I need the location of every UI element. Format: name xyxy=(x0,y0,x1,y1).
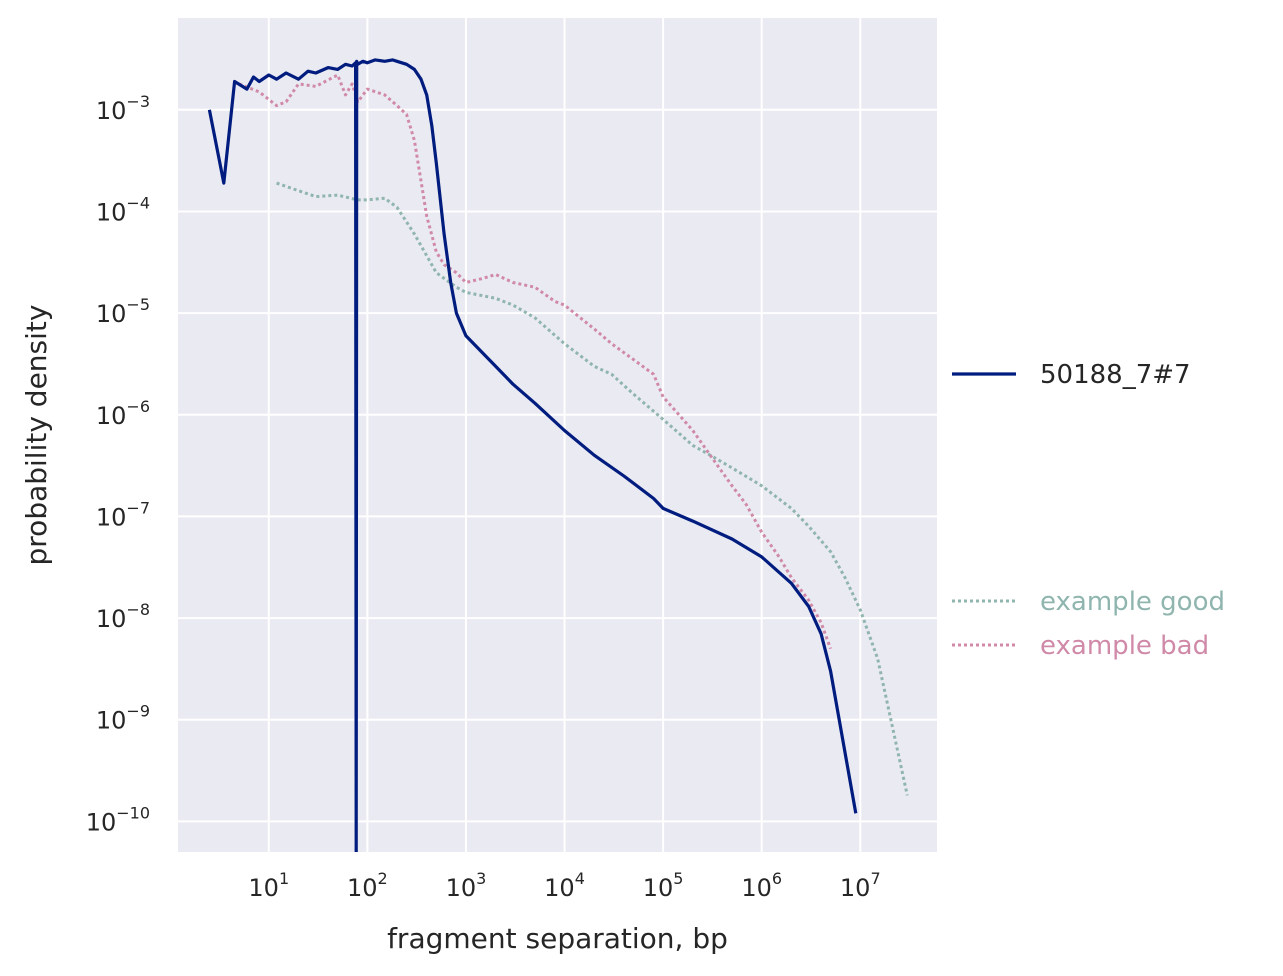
y-tick-label: 10−5 xyxy=(96,295,150,328)
x-tick-base: 10 xyxy=(446,874,477,902)
x-tick-exponent: 6 xyxy=(772,869,782,888)
x-tick-exponent: 4 xyxy=(575,869,585,888)
grid xyxy=(178,18,937,852)
y-tick-label: 10−8 xyxy=(96,600,150,633)
y-tick-exponent: −3 xyxy=(126,92,150,111)
y-tick-exponent: −8 xyxy=(126,600,150,619)
x-tick-label: 104 xyxy=(544,869,585,902)
y-tick-exponent: −10 xyxy=(116,803,150,822)
y-tick-base: 10 xyxy=(96,198,127,226)
x-tick-exponent: 7 xyxy=(870,869,880,888)
x-tick-base: 10 xyxy=(347,874,378,902)
x-tick-base: 10 xyxy=(643,874,674,902)
plot-area xyxy=(178,18,937,852)
y-tick-label: 10−10 xyxy=(86,803,150,836)
x-tick-label: 107 xyxy=(840,869,881,902)
y-tick-exponent: −4 xyxy=(126,193,150,212)
x-tick-label: 103 xyxy=(446,869,487,902)
y-tick-exponent: −9 xyxy=(126,702,150,721)
x-tick-base: 10 xyxy=(741,874,772,902)
series-line-50188-7-7 xyxy=(207,58,858,852)
x-axis-label: fragment separation, bp xyxy=(387,922,728,955)
y-axis-label: probability density xyxy=(20,305,53,566)
y-tick-base: 10 xyxy=(96,300,127,328)
y-tick-label: 10−4 xyxy=(96,193,150,226)
y-tick-base: 10 xyxy=(96,402,127,430)
x-tick-label: 101 xyxy=(248,869,289,902)
y-tick-exponent: −5 xyxy=(126,295,150,314)
y-tick-base: 10 xyxy=(86,808,117,836)
y-tick-base: 10 xyxy=(96,503,127,531)
legend-label-example: example good xyxy=(1040,587,1225,617)
x-tick-label: 102 xyxy=(347,869,388,902)
x-tick-exponent: 5 xyxy=(673,869,683,888)
y-tick-label: 10−6 xyxy=(96,397,150,430)
x-tick-exponent: 1 xyxy=(279,869,289,888)
x-tick-label: 106 xyxy=(741,869,782,902)
x-tick-base: 10 xyxy=(248,874,279,902)
x-tick-label: 105 xyxy=(643,869,684,902)
y-tick-exponent: −6 xyxy=(126,397,150,416)
x-tick-exponent: 2 xyxy=(378,869,388,888)
y-tick-base: 10 xyxy=(96,605,127,633)
y-tick-label: 10−3 xyxy=(96,92,150,125)
series-layer xyxy=(207,58,909,852)
x-tick-exponent: 3 xyxy=(476,869,486,888)
y-tick-label: 10−9 xyxy=(96,702,150,735)
x-tick-base: 10 xyxy=(544,874,575,902)
y-tick-base: 10 xyxy=(96,97,127,125)
y-tick-base: 10 xyxy=(96,707,127,735)
x-axis-ticks: 101 102 103 104 105 106 107 xyxy=(248,869,880,902)
series-line-example-bad xyxy=(238,73,833,650)
y-tick-exponent: −7 xyxy=(126,498,150,517)
legend-label-example: example bad xyxy=(1040,631,1209,661)
x-tick-base: 10 xyxy=(840,874,871,902)
y-tick-label: 10−7 xyxy=(96,498,150,531)
legend-label-main: 50188_7#7 xyxy=(1040,360,1191,390)
